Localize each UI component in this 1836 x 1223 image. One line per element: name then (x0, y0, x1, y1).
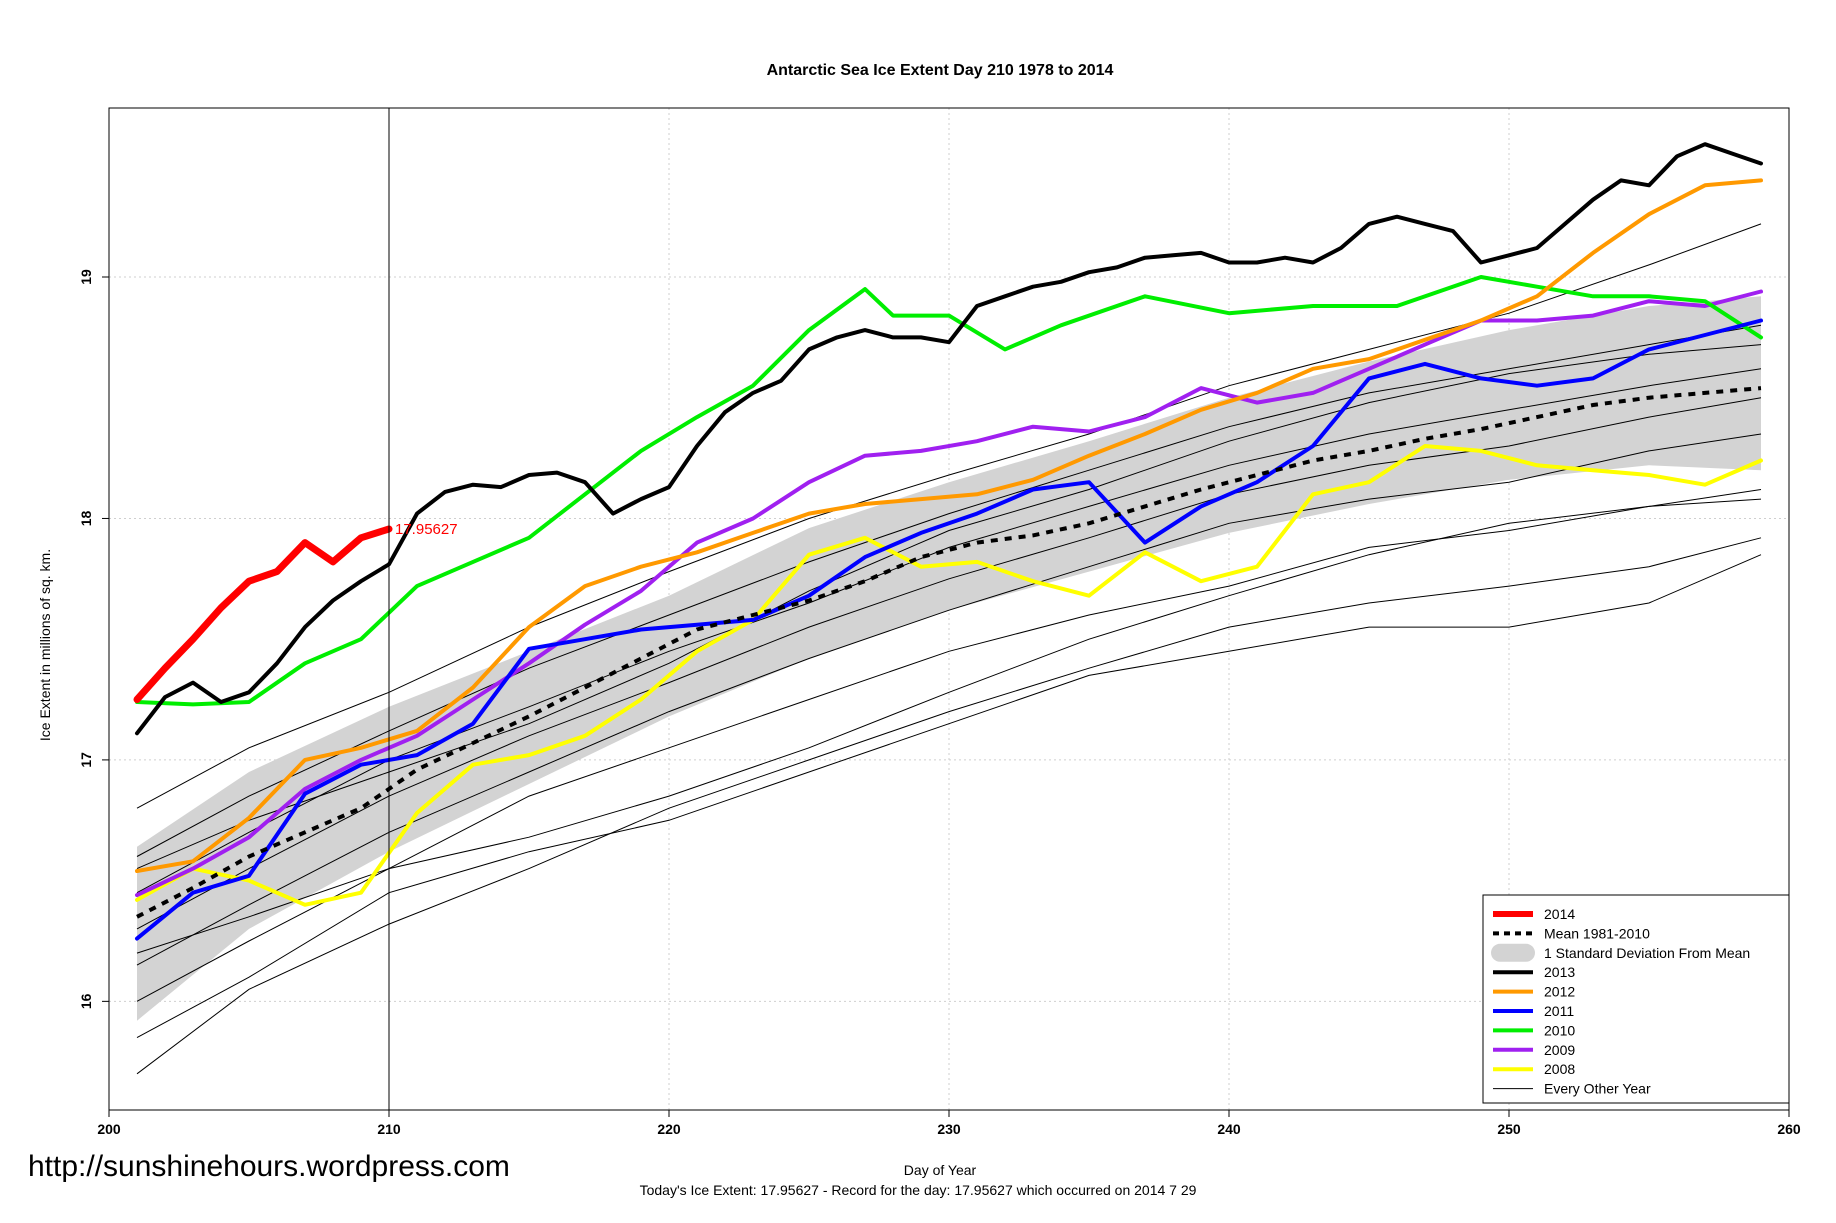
legend-swatch (1491, 943, 1535, 962)
legend-label: 1 Standard Deviation From Mean (1544, 945, 1750, 961)
sd-band (137, 296, 1761, 1021)
current-value-label: 17.95627 (395, 521, 458, 538)
x-axis-label: Day of Year (904, 1162, 977, 1178)
series-line-2012 (135, 178, 1763, 873)
x-tick-label: 220 (657, 1121, 681, 1137)
y-tick-label: 16 (78, 993, 94, 1009)
legend-label: Mean 1981-2010 (1544, 925, 1650, 941)
x-tick-label: 230 (937, 1121, 961, 1137)
legend-label: 2014 (1544, 906, 1575, 922)
watermark: http://sunshinehours.wordpress.com (28, 1150, 510, 1183)
series-line-2014 (133, 525, 393, 703)
y-axis-label: Ice Extent in millions of sq. km. (37, 549, 53, 741)
x-tick-label: 200 (97, 1121, 121, 1137)
legend: 2014 Mean 1981-2010 1 Standard Deviation F… (1482, 894, 1790, 1104)
axes: 200 210 220 230 240 250 260 16 17 18 19 (78, 107, 1801, 1137)
legend-label: 2013 (1544, 964, 1575, 980)
series-lines (133, 142, 1763, 941)
y-tick-label: 17 (78, 752, 94, 768)
y-tick-label: 19 (78, 269, 94, 285)
series-line-2009 (135, 289, 1763, 898)
legend-label: 2012 (1544, 984, 1575, 1000)
legend-label: 2010 (1544, 1022, 1575, 1038)
legend-box (1482, 894, 1790, 1104)
series-line-2011 (135, 318, 1763, 941)
legend-label: 2011 (1544, 1003, 1574, 1019)
series-line-2013 (135, 142, 1763, 736)
chart-title: Antarctic Sea Ice Extent Day 210 1978 to… (767, 62, 1114, 79)
x-tick-label: 250 (1497, 1121, 1521, 1137)
x-tick-label: 240 (1217, 1121, 1241, 1137)
footnote: Today's Ice Extent: 17.95627 - Record fo… (639, 1182, 1197, 1198)
series-line-2008 (135, 444, 1763, 907)
sd-band-area (137, 296, 1761, 1021)
x-tick-label: 260 (1777, 1121, 1801, 1137)
x-tick-label: 210 (377, 1121, 401, 1137)
y-tick-label: 18 (78, 510, 94, 526)
legend-label: Every Other Year (1544, 1081, 1651, 1097)
legend-label: 2009 (1544, 1042, 1575, 1058)
legend-label: 2008 (1544, 1061, 1575, 1077)
